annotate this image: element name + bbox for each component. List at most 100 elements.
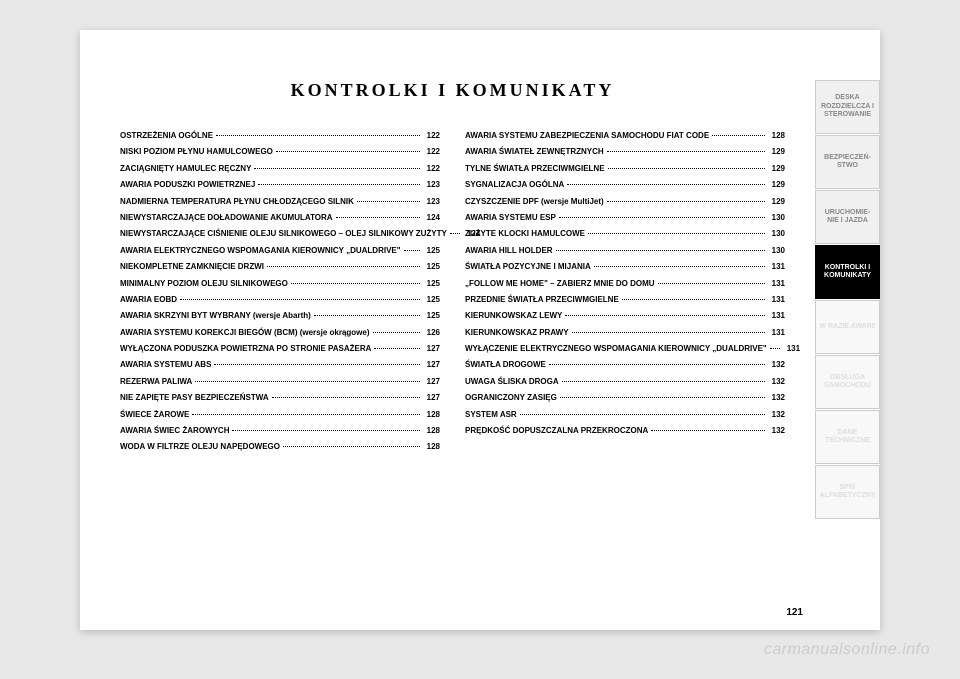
toc-leader-dots <box>272 397 420 398</box>
toc-page-ref: 131 <box>772 311 785 321</box>
toc-leader-dots <box>195 381 419 382</box>
toc-page-ref: 122 <box>427 131 440 141</box>
toc-entry: NIE ZAPIĘTE PASY BEZPIECZEŃSTWA127 <box>120 393 440 403</box>
toc-page-ref: 132 <box>772 377 785 387</box>
toc-leader-dots <box>651 430 764 431</box>
toc-leader-dots <box>520 414 765 415</box>
toc-entry: ŚWIATŁA DROGOWE132 <box>465 360 785 370</box>
toc-label: „FOLLOW ME HOME" – ZABIERZ MNIE DO DOMU <box>465 279 655 289</box>
toc-label: NIEWYSTARCZAJĄCE DOŁADOWANIE AKUMULATORA <box>120 213 333 223</box>
toc-page-ref: 129 <box>772 164 785 174</box>
toc-leader-dots <box>276 151 420 152</box>
toc-entry: WYŁĄCZENIE ELEKTRYCZNEGO WSPOMAGANIA KIE… <box>465 344 785 354</box>
toc-label: KIERUNKOWSKAZ PRAWY <box>465 328 569 338</box>
toc-leader-dots <box>607 201 765 202</box>
toc-entry: PRZEDNIE ŚWIATŁA PRZECIWMGIELNE 131 <box>465 295 785 305</box>
toc-entry: AWARIA HILL HOLDER 130 <box>465 246 785 256</box>
toc-leader-dots <box>607 151 765 152</box>
toc-entry: ZACIĄGNIĘTY HAMULEC RĘCZNY122 <box>120 164 440 174</box>
toc-leader-dots <box>283 446 420 447</box>
toc-page-ref: 123 <box>427 197 440 207</box>
toc-leader-dots <box>565 315 764 316</box>
toc-label: AWARIA HILL HOLDER <box>465 246 553 256</box>
toc-leader-dots <box>712 135 764 136</box>
toc-page-ref: 126 <box>427 328 440 338</box>
section-tab[interactable]: DANE TECHNICZNE <box>815 410 880 464</box>
toc-page-ref: 131 <box>772 295 785 305</box>
toc-entry: NADMIERNA TEMPERATURA PŁYNU CHŁODZĄCEGO … <box>120 197 440 207</box>
toc-entry: NISKI POZIOM PŁYNU HAMULCOWEGO122 <box>120 147 440 157</box>
toc-label: AWARIA SYSTEMU ESP <box>465 213 556 223</box>
toc-page-ref: 127 <box>427 344 440 354</box>
toc-label: CZYSZCZENIE DPF (wersje MultiJet) <box>465 197 604 207</box>
toc-page-ref: 128 <box>427 442 440 452</box>
toc-entry: SYGNALIZACJA OGÓLNA 129 <box>465 180 785 190</box>
toc-entry: MINIMALNY POZIOM OLEJU SILNIKOWEGO125 <box>120 279 440 289</box>
section-tab[interactable]: SPIS ALFABETYCZNY <box>815 465 880 519</box>
toc-leader-dots <box>594 266 765 267</box>
toc-entry: REZERWA PALIWA 127 <box>120 377 440 387</box>
toc-entry: KIERUNKOWSKAZ LEWY131 <box>465 311 785 321</box>
toc-entry: AWARIA SYSTEMU ABS127 <box>120 360 440 370</box>
section-tab[interactable]: KONTROLKI I KOMUNIKATY <box>815 245 880 299</box>
toc-label: WODA W FILTRZE OLEJU NAPĘDOWEGO <box>120 442 280 452</box>
toc-label: OGRANICZONY ZASIĘG <box>465 393 557 403</box>
toc-entry: WYŁĄCZONA PODUSZKA POWIETRZNA PO STRONIE… <box>120 344 440 354</box>
toc-page-ref: 127 <box>427 377 440 387</box>
toc-entry: AWARIA EOBD125 <box>120 295 440 305</box>
toc-label: AWARIA ŚWIATEŁ ZEWNĘTRZNYCH <box>465 147 604 157</box>
toc-label: PRZEDNIE ŚWIATŁA PRZECIWMGIELNE <box>465 295 619 305</box>
toc-label: AWARIA SYSTEMU KOREKCJI BIEGÓW (BCM) (we… <box>120 328 370 338</box>
toc-entry: NIEWYSTARCZAJĄCE DOŁADOWANIE AKUMULATORA… <box>120 213 440 223</box>
toc-page-ref: 129 <box>772 147 785 157</box>
toc-page-ref: 128 <box>427 426 440 436</box>
toc-entry: ŚWIATŁA POZYCYJNE I MIJANIA131 <box>465 262 785 272</box>
toc-leader-dots <box>291 283 420 284</box>
toc-page-ref: 130 <box>772 246 785 256</box>
toc-entry: KIERUNKOWSKAZ PRAWY 131 <box>465 328 785 338</box>
toc-entry: AWARIA SYSTEMU ESP130 <box>465 213 785 223</box>
toc-leader-dots <box>258 184 419 185</box>
content-area: KONTROLKI I KOMUNIKATY OSTRZEŻENIA OGÓLN… <box>80 30 815 630</box>
toc-page-ref: 127 <box>427 393 440 403</box>
toc-leader-dots <box>232 430 419 431</box>
toc-label: PRĘDKOŚĆ DOPUSZCZALNA PRZEKROCZONA <box>465 426 648 436</box>
toc-page-ref: 123 <box>427 180 440 190</box>
section-tab[interactable]: OBSŁUGA SAMOCHODU <box>815 355 880 409</box>
toc-entry: AWARIA PODUSZKI POWIETRZNEJ 123 <box>120 180 440 190</box>
page-title: KONTROLKI I KOMUNIKATY <box>120 80 785 101</box>
toc-entry: AWARIA ELEKTRYCZNEGO WSPOMAGANIA KIEROWN… <box>120 246 440 256</box>
toc-page-ref: 125 <box>427 295 440 305</box>
toc-entry: AWARIA SYSTEMU ZABEZPIECZENIA SAMOCHODU … <box>465 131 785 141</box>
toc-page-ref: 132 <box>772 410 785 420</box>
section-tab[interactable]: DESKA ROZDZIELCZA I STEROWANIE <box>815 80 880 134</box>
toc-label: AWARIA SKRZYNI BYT WYBRANY (wersje Abart… <box>120 311 311 321</box>
toc-leader-dots <box>314 315 420 316</box>
toc-label: OSTRZEŻENIA OGÓLNE <box>120 131 213 141</box>
section-tab[interactable]: BEZPIECZEŃ- STWO <box>815 135 880 189</box>
section-tab[interactable]: W RAZIE AWARII <box>815 300 880 354</box>
toc-page-ref: 131 <box>772 328 785 338</box>
toc-entry: TYLNE ŚWIATŁA PRZECIWMGIELNE129 <box>465 164 785 174</box>
toc-entry: OGRANICZONY ZASIĘG132 <box>465 393 785 403</box>
section-tab[interactable]: URUCHOMIE- NIE I JAZDA <box>815 190 880 244</box>
toc-page-ref: 129 <box>772 180 785 190</box>
toc-leader-dots <box>770 348 780 349</box>
toc-label: AWARIA PODUSZKI POWIETRZNEJ <box>120 180 255 190</box>
toc-label: UWAGA ŚLISKA DROGA <box>465 377 559 387</box>
toc-page-ref: 130 <box>772 229 785 239</box>
toc-entry: ZUŻYTE KLOCKI HAMULCOWE 130 <box>465 229 785 239</box>
toc-leader-dots <box>622 299 765 300</box>
toc-page-ref: 125 <box>427 262 440 272</box>
toc-entry: „FOLLOW ME HOME" – ZABIERZ MNIE DO DOMU1… <box>465 279 785 289</box>
toc-page-ref: 132 <box>772 426 785 436</box>
toc-leader-dots <box>556 250 765 251</box>
toc-page-ref: 128 <box>427 410 440 420</box>
toc-label: ZUŻYTE KLOCKI HAMULCOWE <box>465 229 585 239</box>
toc-entry: AWARIA ŚWIEC ŻAROWYCH128 <box>120 426 440 436</box>
toc-left-column: OSTRZEŻENIA OGÓLNE 122 NISKI POZIOM PŁYNU … <box>120 131 440 459</box>
toc-label: REZERWA PALIWA <box>120 377 192 387</box>
toc-label: MINIMALNY POZIOM OLEJU SILNIKOWEGO <box>120 279 288 289</box>
toc-label: NIEWYSTARCZAJĄCE CIŚNIENIE OLEJU SILNIKO… <box>120 229 447 239</box>
toc-label: SYGNALIZACJA OGÓLNA <box>465 180 564 190</box>
